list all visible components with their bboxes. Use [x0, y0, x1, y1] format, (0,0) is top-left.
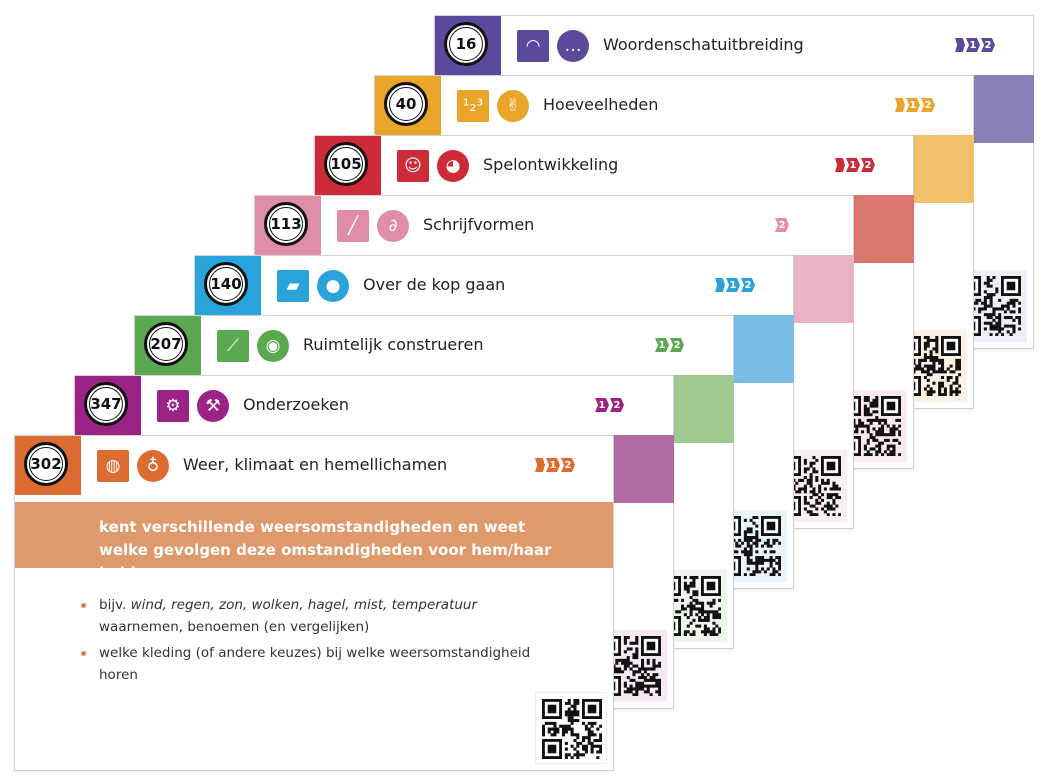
level-badge	[715, 278, 725, 292]
ball-icon: ●	[317, 270, 349, 302]
card-number: 105	[324, 142, 368, 186]
card-number-box: 347	[75, 376, 141, 435]
color-band	[794, 255, 854, 323]
bullet-prefix: bijv.	[99, 597, 131, 613]
card-title: Ruimtelijk construeren	[303, 335, 484, 354]
level-indicator: 2	[775, 218, 789, 232]
activity-card-302[interactable]: 302 ◍ ♁ Weer, klimaat en hemellichamen 1 2 ke…	[14, 435, 614, 771]
scribble-icon: ∂	[377, 210, 409, 242]
list-item: bijv. wind, regen, zon, wolken, hagel, m…	[79, 594, 539, 638]
card-number-box: 105	[315, 136, 381, 195]
card-number-box: 140	[195, 256, 261, 315]
level-badge: 1	[655, 338, 669, 352]
thermometer-icon: ♁	[137, 450, 169, 482]
bullet-list: bijv. wind, regen, zon, wolken, hagel, m…	[79, 594, 539, 690]
color-band	[614, 435, 674, 503]
numbers-123-icon: ¹₂³	[457, 90, 489, 122]
card-number: 207	[144, 322, 188, 366]
card-title: Weer, klimaat en hemellichamen	[183, 455, 448, 474]
puppet-icon: ◕	[437, 150, 469, 182]
pickaxe-icon: ⚒	[197, 390, 229, 422]
color-band	[854, 195, 914, 263]
card-number-box: 207	[135, 316, 201, 375]
level-badge: 2	[775, 218, 789, 232]
card-number-box: 40	[375, 76, 441, 135]
description-band	[15, 502, 613, 568]
gears-icon: ⚙	[157, 390, 189, 422]
card-number: 40	[384, 82, 428, 126]
level-badge: 2	[741, 278, 755, 292]
card-title: Woordenschatuitbreiding	[603, 35, 804, 54]
list-item: welke kleding (of andere keuzes) bij wel…	[79, 642, 539, 686]
level-badge: 1	[906, 98, 920, 112]
card-number: 16	[444, 22, 488, 66]
smiley-face-icon: ☺	[397, 150, 429, 182]
qr-code-icon	[542, 699, 602, 759]
color-band	[914, 135, 974, 203]
pencil-icon: ╱	[337, 210, 369, 242]
level-badge: 2	[561, 458, 575, 472]
color-band	[674, 375, 734, 443]
level-badge: 2	[670, 338, 684, 352]
card-number: 113	[264, 202, 308, 246]
level-badge: 2	[921, 98, 935, 112]
card-number-box: 16	[435, 16, 501, 75]
palette-icon: ◉	[257, 330, 289, 362]
gym-mat-icon: ▰	[277, 270, 309, 302]
card-title: Schrijfvormen	[423, 215, 535, 234]
speech-bubble-icon: …	[557, 30, 589, 62]
bullet-italic: wind, regen, zon, wolken, hagel, mist, t…	[130, 597, 478, 613]
level-badge: 1	[846, 158, 860, 172]
card-title: Over de kop gaan	[363, 275, 506, 294]
card-number: 140	[204, 262, 248, 306]
card-number: 347	[84, 382, 128, 426]
card-title: Spelontwikkeling	[483, 155, 619, 174]
card-number-box: 113	[255, 196, 321, 255]
level-badge: 2	[861, 158, 875, 172]
level-badge	[895, 98, 905, 112]
level-badge	[835, 158, 845, 172]
card-description: kent verschillende weersomstandigheden e…	[99, 518, 552, 582]
qr-code	[535, 692, 607, 764]
card-number-box: 302	[15, 436, 81, 495]
bullet-prefix: welke kleding (of andere keuzes) bij wel…	[99, 645, 531, 683]
lips-icon: ◠	[517, 30, 549, 62]
level-badge: 2	[981, 38, 995, 52]
level-badge: 1	[726, 278, 740, 292]
level-badge	[535, 458, 545, 472]
level-badge: 1	[546, 458, 560, 472]
card-title: Hoeveelheden	[543, 95, 659, 114]
card-title: Onderzoeken	[243, 395, 350, 414]
color-band	[734, 315, 794, 383]
level-badge: 1	[595, 398, 609, 412]
color-band	[974, 75, 1034, 143]
counting-hand-icon: ✌	[497, 90, 529, 122]
bullet-suffix: waarnemen, benoemen (en vergelijken)	[99, 619, 370, 635]
level-badge: 1	[966, 38, 980, 52]
brush-icon: ⟋	[217, 330, 249, 362]
level-badge	[955, 38, 965, 52]
level-badge: 2	[610, 398, 624, 412]
globe-icon: ◍	[97, 450, 129, 482]
card-number: 302	[24, 442, 68, 486]
